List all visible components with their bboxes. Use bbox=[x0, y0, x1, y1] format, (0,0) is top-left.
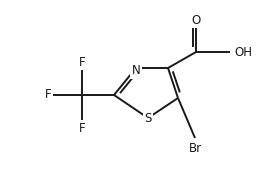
Text: N: N bbox=[132, 64, 140, 77]
Text: F: F bbox=[79, 55, 85, 68]
Text: F: F bbox=[45, 89, 51, 102]
Text: O: O bbox=[191, 14, 201, 27]
Text: S: S bbox=[144, 112, 152, 124]
Text: Br: Br bbox=[188, 142, 202, 155]
Text: OH: OH bbox=[234, 46, 252, 58]
Text: F: F bbox=[79, 121, 85, 134]
